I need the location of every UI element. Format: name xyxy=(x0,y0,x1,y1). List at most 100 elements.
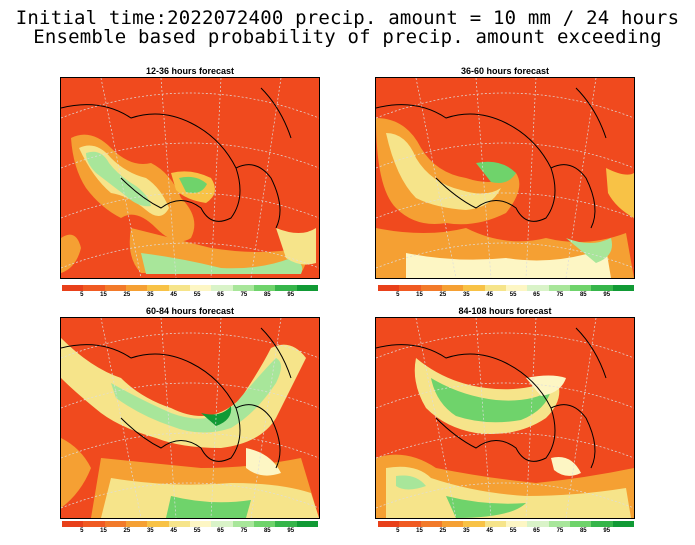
colorbar-swatch xyxy=(189,285,212,291)
colorbar-tick-label: 65 xyxy=(533,292,540,298)
colorbar-swatch xyxy=(505,285,528,291)
colorbar-tick-label: 85 xyxy=(579,292,587,298)
colorbar-swatch xyxy=(168,521,190,527)
colorbar-tick-label: 75 xyxy=(240,528,248,534)
colorbar-swatch xyxy=(189,521,212,527)
colorbar-tick-label: 35 xyxy=(462,292,470,298)
colorbar-swatch xyxy=(378,521,400,527)
colorbar-swatch xyxy=(147,521,169,527)
colorbar-swatch xyxy=(505,521,528,527)
colorbar-swatch xyxy=(569,285,592,291)
colorbar-tick-label: 65 xyxy=(217,528,224,534)
colorbar-swatch xyxy=(147,285,169,291)
colorbar-swatch xyxy=(484,285,506,291)
colorbar-tick-label: 25 xyxy=(123,528,131,534)
chart-title-line1: Initial time:2022072400 precip. amount =… xyxy=(15,7,680,29)
colorbar-tick-label: 15 xyxy=(416,292,423,298)
colorbar-swatch xyxy=(83,521,105,527)
colorbar-tick-label: 65 xyxy=(217,292,224,298)
colorbar-tick-label: 95 xyxy=(603,528,611,534)
colorbar-swatch xyxy=(125,521,148,527)
colorbar-tick-label: 5 xyxy=(396,528,400,534)
colorbar-swatch xyxy=(420,521,442,527)
colorbar-tick-label: 65 xyxy=(533,528,540,534)
colorbar-swatch xyxy=(104,521,126,527)
colorbar-swatch xyxy=(591,521,613,527)
colorbar-tick-label: 95 xyxy=(287,292,295,298)
colorbar-tick-label: 85 xyxy=(263,292,271,298)
colorbar-tick-label: 55 xyxy=(509,292,517,298)
colorbar-ticks-3: 5 15 25 35 45 55 65 75 85 95 xyxy=(62,528,296,534)
colorbar-swatch xyxy=(484,521,506,527)
colorbar-swatch xyxy=(253,521,276,527)
colorbar-swatch xyxy=(548,521,570,527)
colorbar-tick-label: 45 xyxy=(486,292,494,298)
colorbar-ticks-1: 5 15 25 35 45 55 65 75 85 95 xyxy=(62,292,296,298)
colorbar-swatch xyxy=(296,521,318,527)
colorbar-tick-label: 75 xyxy=(556,292,564,298)
colorbar-swatch xyxy=(275,285,297,291)
colorbar-tick-label: 85 xyxy=(579,528,587,534)
colorbar-swatch xyxy=(104,285,126,291)
colorbar-tick-label: 45 xyxy=(170,528,178,534)
colorbar-swatch xyxy=(463,521,485,527)
colorbar-swatch xyxy=(125,285,148,291)
colorbar-swatch xyxy=(463,285,485,291)
colorbar-swatch xyxy=(296,285,318,291)
colorbar-swatch xyxy=(62,285,84,291)
panel-title-1: 12-36 hours forecast xyxy=(145,66,235,76)
chart-title-line2: Ensemble based probability of precip. am… xyxy=(33,26,662,48)
colorbar-tick-label: 95 xyxy=(287,528,295,534)
colorbar-tick-label: 35 xyxy=(146,528,154,534)
colorbar-tick-label: 85 xyxy=(263,528,271,534)
colorbar-swatch xyxy=(591,285,613,291)
colorbar-swatch xyxy=(275,521,297,527)
colorbar-tick-label: 5 xyxy=(80,528,84,534)
colorbar-tick-label: 75 xyxy=(556,528,564,534)
colorbar-swatch xyxy=(168,285,190,291)
panel-title-2: 36-60 hours forecast xyxy=(460,66,550,76)
colorbar-swatch xyxy=(211,521,233,527)
colorbar-swatch xyxy=(211,285,233,291)
colorbar-swatch xyxy=(569,521,592,527)
colorbar-swatch xyxy=(399,521,421,527)
colorbar-tick-label: 35 xyxy=(146,292,154,298)
colorbar-swatch xyxy=(253,285,276,291)
colorbar-tick-label: 5 xyxy=(396,292,400,298)
colorbar-swatch xyxy=(378,285,400,291)
colorbar-tick-label: 55 xyxy=(193,292,201,298)
colorbar-tick-label: 55 xyxy=(193,528,201,534)
colorbar-swatch xyxy=(441,285,464,291)
colorbar-swatch xyxy=(612,285,634,291)
colorbar-tick-label: 75 xyxy=(240,292,248,298)
colorbar-swatch xyxy=(441,521,464,527)
colorbar-swatch xyxy=(612,521,634,527)
map-panel-3 xyxy=(60,317,320,519)
colorbar-1 xyxy=(62,285,318,291)
colorbar-swatch xyxy=(232,285,254,291)
colorbar-tick-label: 15 xyxy=(100,528,107,534)
colorbar-2 xyxy=(378,285,634,291)
colorbar-swatch xyxy=(62,521,84,527)
colorbar-tick-label: 15 xyxy=(416,528,423,534)
colorbar-swatch xyxy=(232,521,254,527)
map-panel-2 xyxy=(375,77,635,279)
colorbar-swatch xyxy=(83,285,105,291)
colorbar-swatch xyxy=(420,285,442,291)
panel-title-4: 84-108 hours forecast xyxy=(458,306,552,316)
colorbar-tick-label: 15 xyxy=(100,292,107,298)
colorbar-swatch xyxy=(527,285,549,291)
colorbar-tick-label: 25 xyxy=(439,528,447,534)
colorbar-tick-label: 5 xyxy=(80,292,84,298)
colorbar-3 xyxy=(62,521,318,527)
colorbar-ticks-2: 5 15 25 35 45 55 65 75 85 95 xyxy=(378,292,612,298)
colorbar-tick-label: 35 xyxy=(462,528,470,534)
panel-title-3: 60-84 hours forecast xyxy=(145,306,235,316)
colorbar-4 xyxy=(378,521,634,527)
map-panel-4 xyxy=(375,317,635,519)
colorbar-ticks-4: 5 15 25 35 45 55 65 75 85 95 xyxy=(378,528,612,534)
colorbar-tick-label: 25 xyxy=(123,292,131,298)
colorbar-swatch xyxy=(527,521,549,527)
colorbar-swatch xyxy=(548,285,570,291)
colorbar-tick-label: 55 xyxy=(509,528,517,534)
